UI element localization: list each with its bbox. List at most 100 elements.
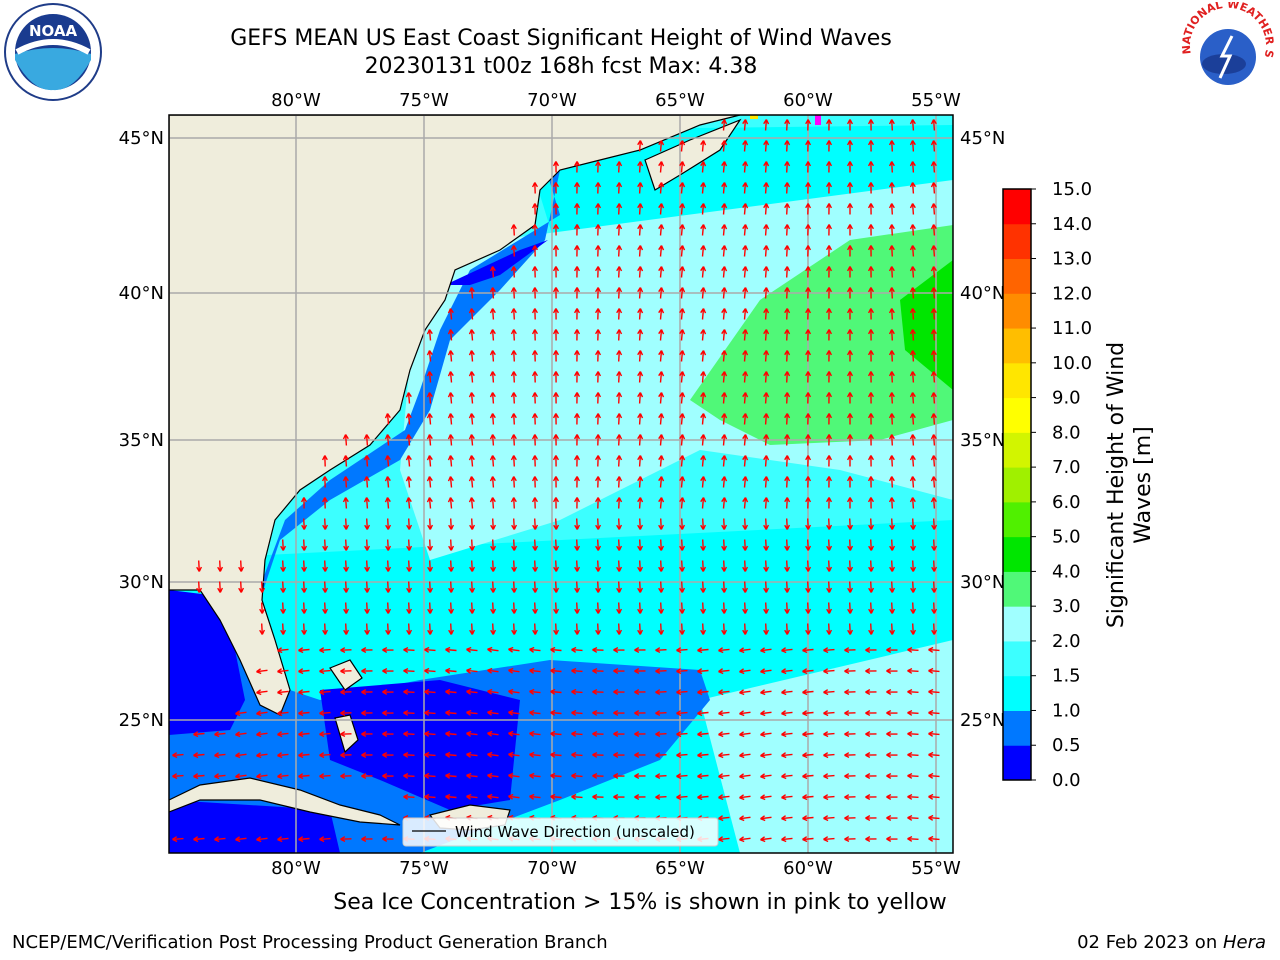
wave-direction-arrow [867, 182, 875, 194]
wave-direction-arrow [721, 140, 728, 152]
wave-direction-arrow [823, 794, 835, 801]
wave-direction-arrow [739, 815, 751, 822]
wave-direction-arrow [781, 815, 793, 822]
wave-direction-arrow [550, 646, 562, 653]
wave-direction-arrow [340, 710, 352, 717]
wave-direction-arrow [802, 668, 814, 675]
wave-direction-arrow [868, 602, 875, 614]
wave-direction-arrow [426, 329, 433, 341]
wave-direction-arrow [595, 497, 602, 509]
wave-direction-arrow [403, 772, 415, 779]
wave-direction-arrow [342, 455, 349, 467]
wave-direction-arrow [574, 602, 581, 614]
wave-direction-arrow [679, 560, 686, 572]
wave-direction-arrow [637, 539, 644, 551]
wave-direction-arrow [718, 731, 730, 738]
wave-direction-arrow [909, 497, 916, 509]
wave-direction-arrow [742, 602, 749, 614]
wave-direction-arrow [364, 581, 371, 593]
wave-direction-arrow [825, 350, 833, 362]
wave-direction-arrow [487, 751, 499, 758]
wave-direction-arrow [658, 203, 665, 215]
wave-direction-arrow [658, 455, 665, 467]
wave-direction-arrow [867, 455, 875, 467]
wave-direction-arrow [784, 413, 791, 425]
wave-direction-arrow [763, 560, 770, 572]
wave-direction-arrow [784, 476, 791, 488]
wave-direction-arrow [763, 518, 770, 530]
wave-direction-arrow [361, 730, 373, 738]
wave-direction-arrow [910, 539, 917, 551]
wave-direction-arrow [679, 581, 686, 593]
wave-direction-arrow [301, 518, 308, 530]
wave-direction-arrow [784, 497, 791, 509]
wave-direction-arrow [277, 752, 289, 759]
wave-direction-arrow [424, 730, 436, 737]
wave-direction-arrow [447, 392, 454, 404]
wave-direction-arrow [613, 667, 625, 675]
wave-direction-arrow [865, 751, 877, 759]
colorbar-tick-label: 3.0 [1052, 596, 1081, 617]
wave-direction-arrow [781, 689, 793, 696]
wave-direction-arrow [552, 497, 560, 509]
wave-direction-arrow [655, 710, 667, 717]
wave-direction-arrow [511, 518, 518, 530]
wave-direction-arrow [867, 119, 875, 131]
wave-direction-arrow [867, 266, 875, 278]
wave-direction-arrow [259, 623, 266, 635]
wave-direction-arrow [909, 413, 916, 425]
wave-direction-arrow [928, 793, 940, 800]
wave-direction-arrow [802, 647, 814, 654]
colorbar-tick-label: 12.0 [1052, 283, 1092, 304]
wave-direction-arrow [235, 752, 247, 759]
wave-direction-arrow [637, 203, 644, 215]
wave-direction-arrow [700, 581, 707, 593]
wave-direction-arrow [319, 710, 331, 717]
wave-direction-arrow [342, 476, 349, 488]
wave-direction-arrow [739, 731, 751, 738]
wave-direction-arrow [277, 647, 289, 654]
wave-direction-arrow [592, 709, 604, 716]
wave-direction-arrow [468, 476, 475, 488]
wave-direction-arrow [447, 350, 454, 362]
wave-direction-arrow [256, 731, 268, 738]
wave-direction-arrow [763, 602, 770, 614]
wave-direction-arrow [298, 710, 310, 717]
wave-direction-arrow [322, 539, 329, 551]
wave-direction-arrow [784, 623, 791, 635]
wave-direction-arrow [888, 161, 895, 173]
colorbar-swatch [1003, 536, 1031, 572]
wave-direction-arrow [763, 119, 770, 131]
wave-direction-arrow [888, 245, 895, 257]
wave-direction-arrow [742, 560, 749, 572]
wave-direction-arrow [721, 539, 728, 551]
region-3-4m [690, 225, 953, 445]
wave-direction-arrow [763, 203, 770, 215]
wave-direction-arrow [739, 647, 751, 654]
wave-direction-arrow [700, 308, 707, 320]
wave-direction-arrow [616, 245, 623, 257]
wave-direction-arrow [445, 751, 457, 758]
wave-direction-arrow [721, 497, 728, 509]
wave-direction-arrow [321, 455, 328, 467]
wave-direction-arrow [298, 647, 310, 654]
wave-direction-arrow [888, 392, 895, 404]
wave-direction-arrow [573, 497, 581, 509]
wave-direction-arrow [886, 751, 898, 759]
colorbar-tick-label: 1.5 [1052, 666, 1081, 687]
wave-direction-arrow [888, 224, 895, 236]
wave-direction-arrow [886, 709, 898, 717]
wave-direction-arrow [382, 709, 394, 717]
wave-direction-arrow [784, 560, 791, 572]
wave-direction-arrow [531, 266, 538, 278]
wave-direction-arrow [825, 329, 833, 341]
wave-direction-arrow [700, 392, 707, 404]
wave-direction-arrow [826, 623, 833, 635]
wave-direction-arrow [301, 602, 308, 614]
colorbar-frame [1002, 188, 1032, 781]
wave-direction-arrow [802, 710, 814, 717]
colorbar-swatch [1003, 432, 1031, 468]
wave-direction-arrow [280, 539, 287, 551]
wave-direction-arrow [238, 581, 245, 593]
wave-direction-arrow [721, 329, 728, 341]
